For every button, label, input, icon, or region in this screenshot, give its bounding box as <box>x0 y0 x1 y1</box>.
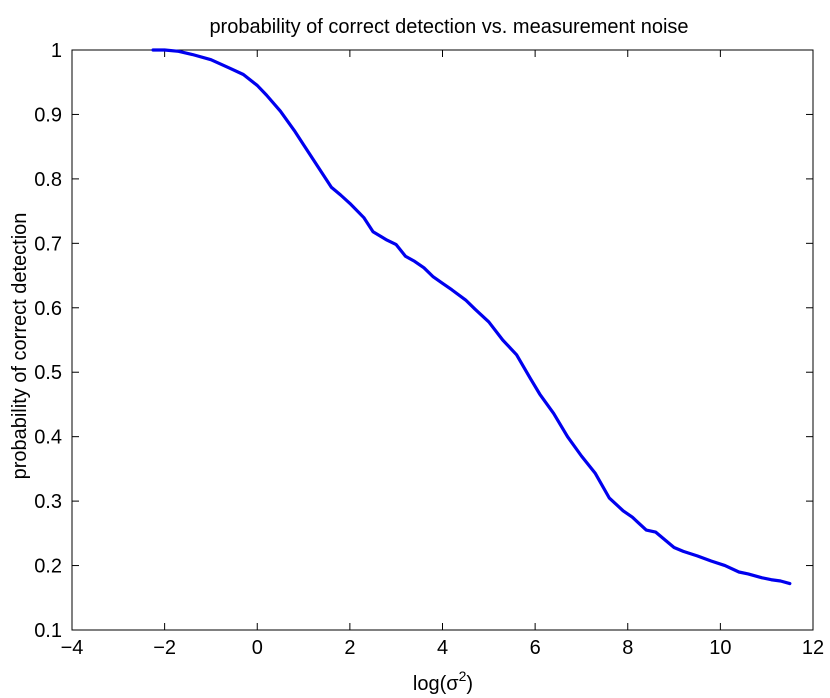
x-tick-label: 10 <box>709 637 731 659</box>
x-axis-label-base: log(σ <box>413 673 459 695</box>
y-tick-label: 1 <box>51 40 62 62</box>
x-tick-label: 8 <box>622 637 633 659</box>
x-axis-label-close: ) <box>466 673 473 695</box>
x-tick-label: 2 <box>344 637 355 659</box>
x-tick-label: 0 <box>252 637 263 659</box>
y-tick-label: 0.7 <box>34 233 62 255</box>
series-layer <box>151 48 792 586</box>
y-axis-label: probability of correct detection <box>9 213 31 480</box>
y-tick-label: 0.4 <box>34 427 62 449</box>
y-tick-label: 0.8 <box>34 169 62 191</box>
x-tick-label: −2 <box>153 637 176 659</box>
y-tick-label: 0.1 <box>34 620 62 642</box>
y-tick-label: 0.6 <box>34 298 62 320</box>
tick-labels: −4 −2 0 2 4 6 8 10 12 0.1 0.2 0.3 0.4 0.5 0.6 0.7 0.8 0.9… <box>34 40 824 659</box>
x-tick-label: 12 <box>802 637 824 659</box>
x-tick-label: 4 <box>437 637 448 659</box>
x-axis-label: log(σ2) <box>413 668 473 695</box>
y-tick-label: 0.2 <box>34 556 62 578</box>
x-tick-label: 6 <box>530 637 541 659</box>
x-tick-label: −4 <box>61 637 84 659</box>
x-axis-label-superscript: 2 <box>459 668 467 684</box>
series-line <box>151 48 792 586</box>
y-tick-label: 0.3 <box>34 491 62 513</box>
ticks <box>71 49 814 631</box>
y-tick-label: 0.9 <box>34 104 62 126</box>
y-tick-label: 0.5 <box>34 362 62 384</box>
chart-title: probability of correct detection vs. mea… <box>209 16 688 38</box>
